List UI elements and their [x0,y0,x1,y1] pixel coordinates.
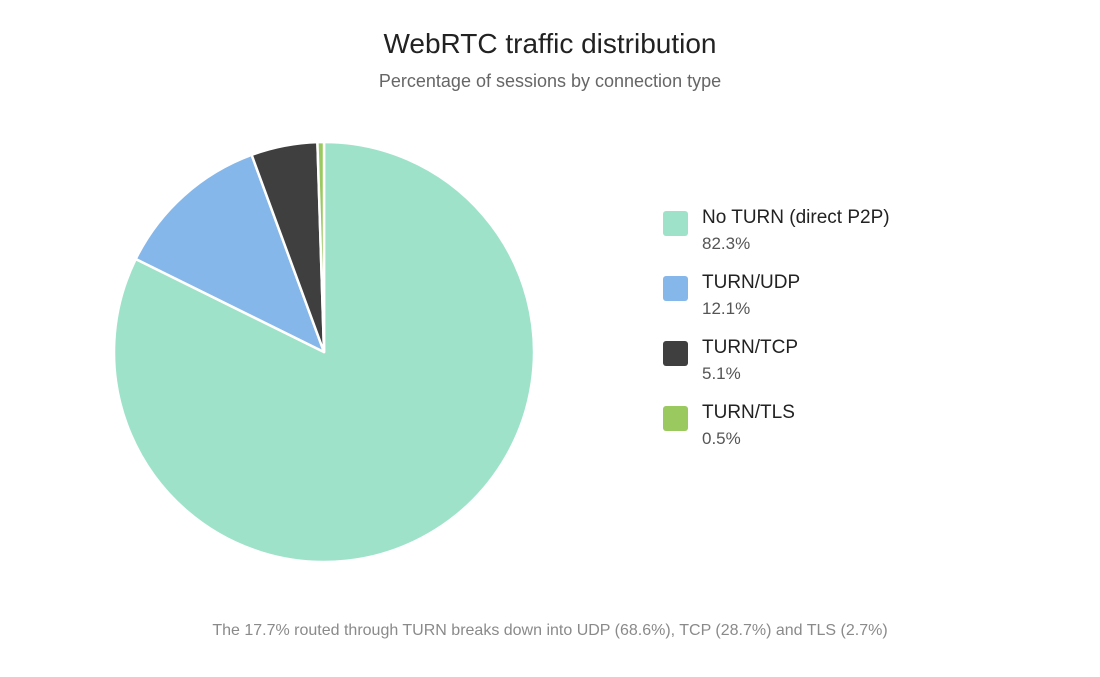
pie-slice-2 [134,153,326,354]
pie-slice-1 [112,140,536,564]
chart-footnote: The 17.7% routed through TURN breaks dow… [212,622,888,639]
legend-swatch [663,406,688,431]
chart-title: WebRTC traffic distribution [383,28,717,59]
legend-label: TURN/TLS [702,402,795,423]
legend-swatch [663,211,688,236]
legend-value: 82.3% [702,234,751,253]
legend-label: TURN/UDP [702,272,801,293]
legend-swatch [663,276,688,301]
chart-subtitle: Percentage of sessions by connection typ… [378,71,722,91]
legend-value: 0.5% [702,429,741,448]
pie-chart [112,140,536,564]
legend-label: No TURN (direct P2P) [702,207,890,228]
legend-swatch [663,341,688,366]
legend-label: TURN/TCP [702,337,799,358]
legend-value: 5.1% [702,364,741,383]
legend-value: 12.1% [702,299,751,318]
pie-slice-4 [316,140,326,354]
